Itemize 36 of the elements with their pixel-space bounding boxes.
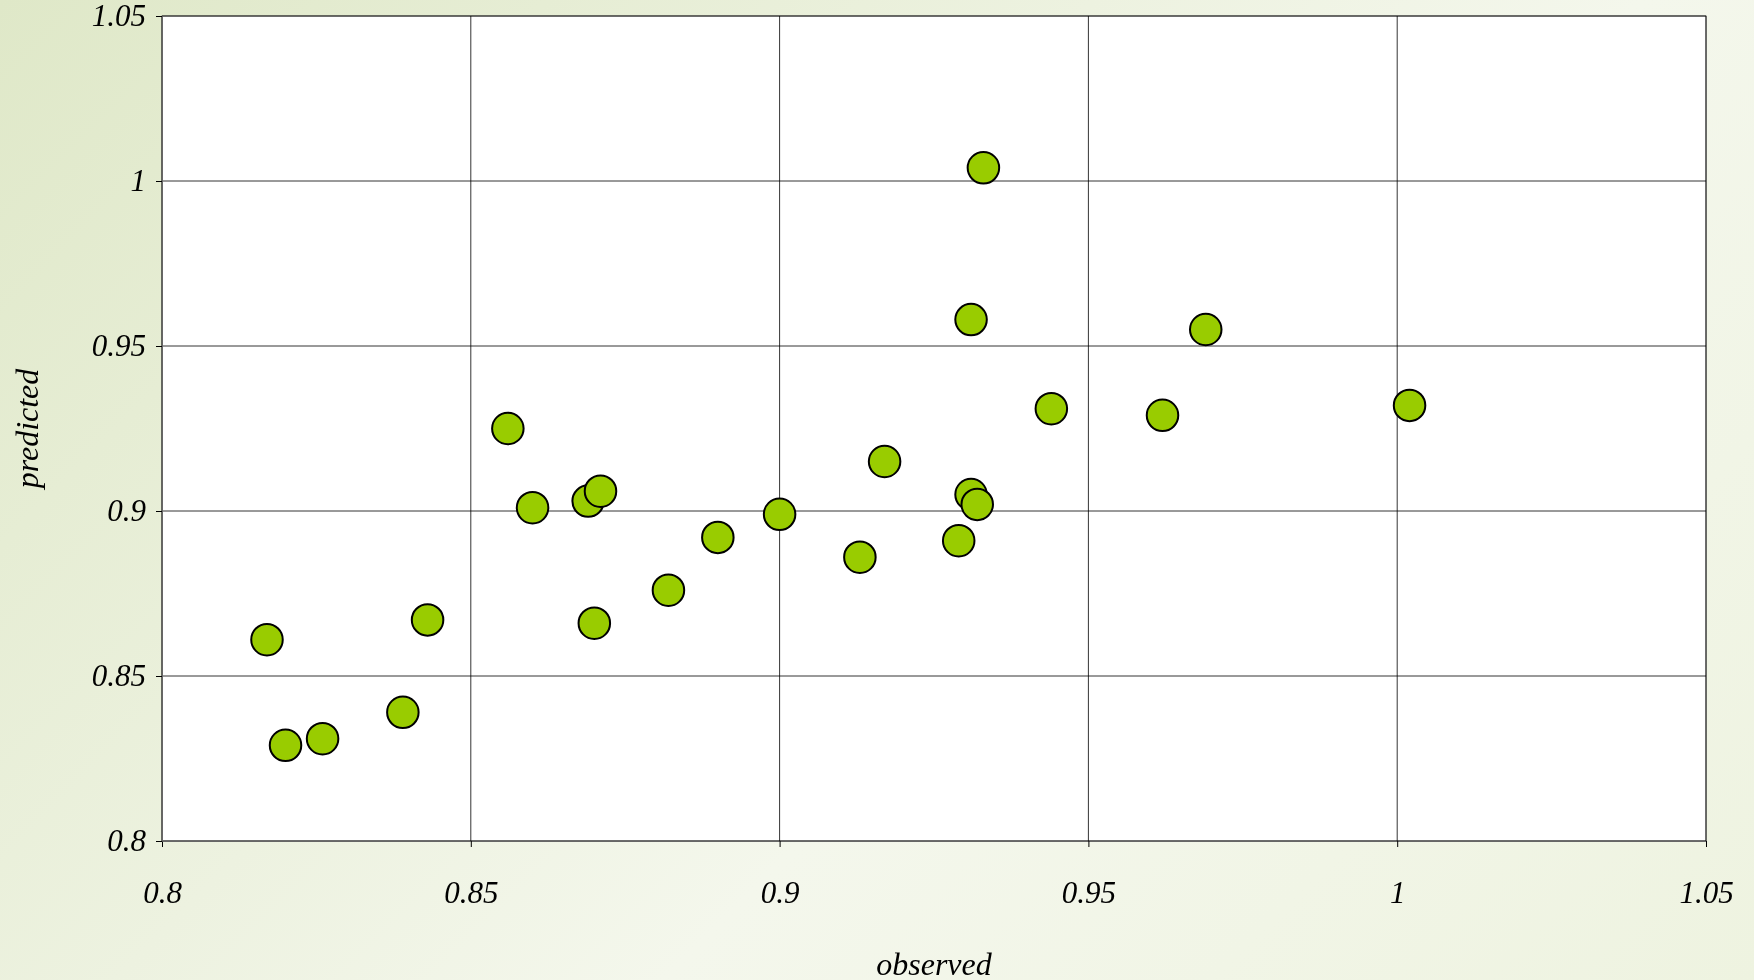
point <box>1145 398 1180 433</box>
point <box>651 573 686 607</box>
point <box>1034 391 1069 426</box>
point <box>410 603 445 637</box>
point <box>867 444 902 479</box>
point <box>577 606 612 640</box>
point <box>954 302 988 337</box>
point <box>701 520 735 555</box>
point <box>1188 312 1223 347</box>
point <box>583 474 618 508</box>
point <box>960 487 994 522</box>
x-tick-label: 1.05 <box>1679 875 1734 911</box>
y-tick-label: 0.9 <box>107 493 146 529</box>
point <box>966 151 1001 185</box>
point <box>268 728 303 763</box>
point <box>941 523 976 558</box>
point <box>491 411 525 446</box>
y-tick-label: 0.85 <box>91 658 146 694</box>
point <box>843 540 877 574</box>
x-tick-label: 0.95 <box>1061 875 1117 911</box>
y-tick-label: 1.05 <box>91 0 146 34</box>
y-axis-title: predicted <box>9 367 45 491</box>
point <box>515 490 550 525</box>
point <box>250 622 284 657</box>
x-tick-label: 0.85 <box>444 875 499 911</box>
point <box>762 497 797 532</box>
y-tick-label: 1 <box>130 163 146 199</box>
x-axis-title: observed <box>876 946 993 980</box>
y-tick-label: 0.8 <box>107 823 147 859</box>
point <box>386 695 420 730</box>
point <box>1392 388 1427 423</box>
x-tick-label: 1 <box>1389 875 1406 911</box>
x-tick-label: 0.9 <box>760 875 800 911</box>
point <box>305 721 340 756</box>
x-tick-label: 0.8 <box>143 875 183 911</box>
y-tick-label: 0.95 <box>91 328 146 364</box>
